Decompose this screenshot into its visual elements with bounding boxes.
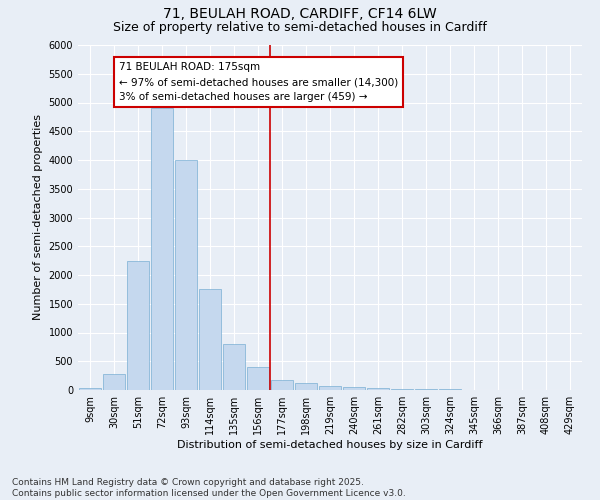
Bar [151, 108, 173, 390]
Bar [295, 383, 317, 390]
Bar [343, 387, 365, 390]
Bar [271, 380, 293, 390]
Bar [127, 260, 149, 390]
Bar [319, 386, 341, 390]
Bar [79, 388, 101, 390]
Text: 71, BEULAH ROAD, CARDIFF, CF14 6LW: 71, BEULAH ROAD, CARDIFF, CF14 6LW [163, 8, 437, 22]
Text: Size of property relative to semi-detached houses in Cardiff: Size of property relative to semi-detach… [113, 21, 487, 34]
Bar [199, 290, 221, 390]
Y-axis label: Number of semi-detached properties: Number of semi-detached properties [33, 114, 43, 320]
X-axis label: Distribution of semi-detached houses by size in Cardiff: Distribution of semi-detached houses by … [177, 440, 483, 450]
Text: 71 BEULAH ROAD: 175sqm
← 97% of semi-detached houses are smaller (14,300)
3% of : 71 BEULAH ROAD: 175sqm ← 97% of semi-det… [119, 62, 398, 102]
Bar [367, 388, 389, 390]
Bar [175, 160, 197, 390]
Text: Contains HM Land Registry data © Crown copyright and database right 2025.
Contai: Contains HM Land Registry data © Crown c… [12, 478, 406, 498]
Bar [247, 367, 269, 390]
Bar [391, 388, 413, 390]
Bar [103, 374, 125, 390]
Bar [223, 344, 245, 390]
